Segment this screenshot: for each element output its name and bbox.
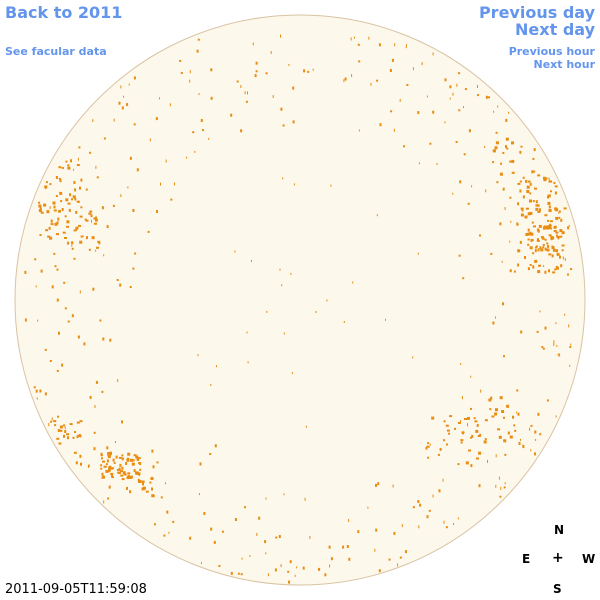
next-hour-link[interactable]: Next hour	[533, 58, 596, 71]
compass-north: N	[554, 523, 565, 537]
next-day-link[interactable]: Next day	[515, 20, 595, 39]
facular-points	[24, 34, 573, 584]
compass-center: +	[552, 550, 564, 566]
previous-day-link[interactable]: Previous day	[478, 3, 595, 22]
previous-hour-link[interactable]: Previous hour	[508, 45, 595, 58]
compass-east: E	[522, 552, 531, 566]
observation-timestamp: 2011-09-05T11:59:08	[5, 582, 147, 597]
back-to-year-link[interactable]: Back to 2011	[5, 3, 123, 22]
compass-west: W	[582, 552, 596, 566]
see-facular-data-link[interactable]: See facular data	[5, 45, 107, 58]
solar-disk	[14, 14, 586, 586]
compass-south: S	[553, 582, 562, 596]
